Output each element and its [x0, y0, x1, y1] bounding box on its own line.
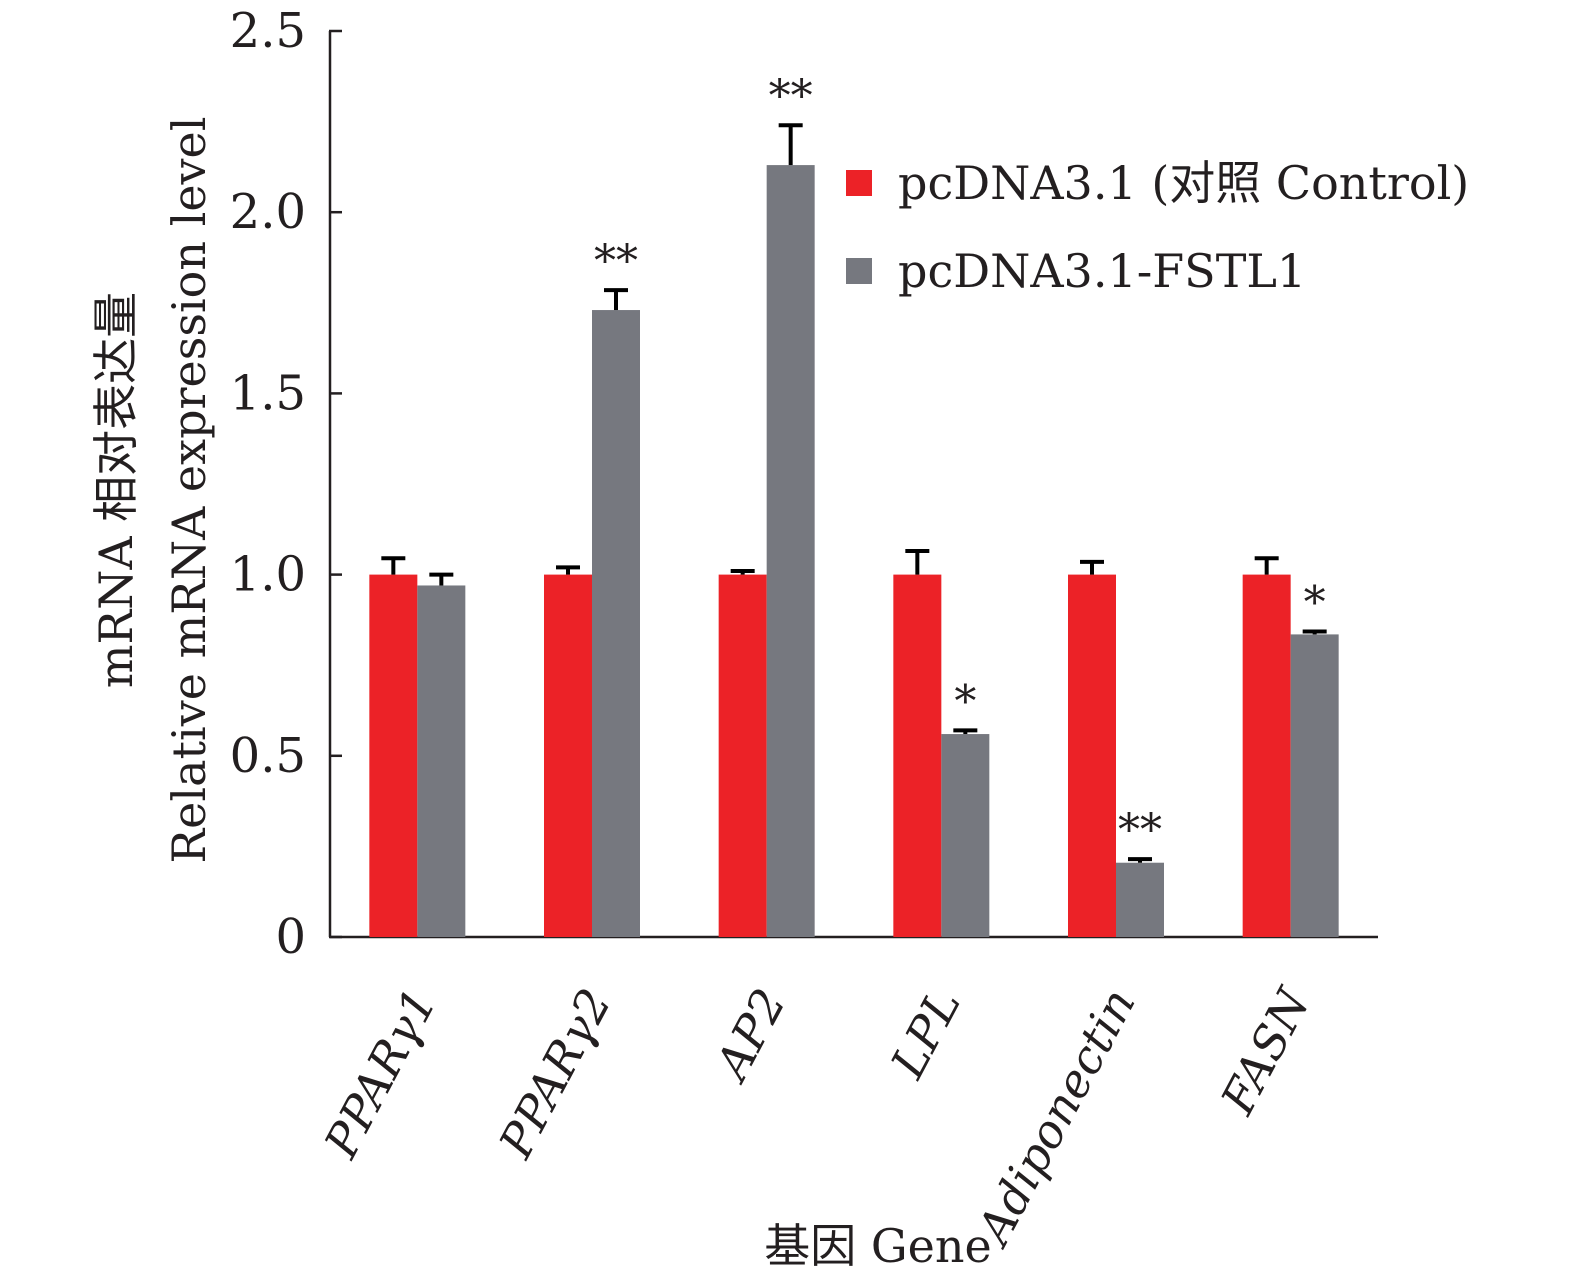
bar-fstl1 — [417, 585, 466, 937]
bar-fstl1 — [1290, 634, 1339, 937]
y-tick-label: 0.5 — [230, 728, 306, 784]
x-tick-label: LPL — [880, 980, 971, 1088]
bar-control — [718, 574, 767, 937]
x-tick-label: FASN — [1210, 978, 1321, 1123]
legend: pcDNA3.1 (对照 Control) pcDNA3.1-FSTL1 — [846, 156, 1469, 298]
x-axis-label: 基因 Gene — [764, 1219, 991, 1273]
y-tick-label: 1.0 — [230, 547, 306, 603]
legend-label: pcDNA3.1 (对照 Control) — [898, 156, 1469, 210]
bar-control — [544, 574, 592, 937]
y-tick-label: 2.0 — [230, 184, 306, 240]
significance-marker: * — [954, 676, 976, 727]
legend-label: pcDNA3.1-FSTL1 — [898, 244, 1306, 298]
significance-marker: ** — [1118, 805, 1162, 856]
bars: ******** — [369, 71, 1339, 938]
y-tick-label: 1.5 — [230, 365, 306, 421]
y-tick-label: 2.5 — [230, 3, 306, 59]
significance-marker: * — [1304, 577, 1326, 628]
y-tick-label: 0 — [275, 909, 306, 965]
x-tick-label: Adiponectin — [965, 980, 1146, 1256]
bar-fstl1 — [1116, 862, 1164, 937]
significance-marker: ** — [769, 71, 813, 122]
y-axis-label-cn: mRNA 相对表达量 — [89, 292, 143, 688]
x-tick-label: PPARγ2 — [488, 980, 622, 1167]
x-tick-label: AP2 — [703, 980, 796, 1091]
significance-marker: ** — [594, 236, 638, 287]
y-axis-label-en: Relative mRNA expression level — [162, 117, 216, 864]
bar-control — [1068, 574, 1116, 937]
x-tick-label: PPARγ1 — [313, 980, 447, 1167]
bar-control — [369, 574, 418, 937]
bar-fstl1 — [941, 734, 990, 937]
legend-swatch — [846, 258, 872, 284]
bar-control — [1242, 574, 1291, 937]
bar-fstl1 — [766, 165, 815, 937]
bar-fstl1 — [592, 310, 640, 938]
legend-swatch — [846, 170, 872, 196]
bar-control — [893, 574, 942, 937]
